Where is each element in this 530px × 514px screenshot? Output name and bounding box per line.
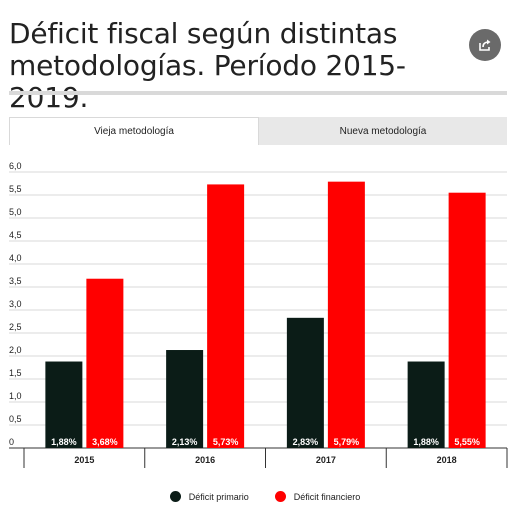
tab-vieja-metodologia[interactable]: Vieja metodología <box>9 117 259 145</box>
title-divider <box>9 91 507 95</box>
y-tick-label: 6,0 <box>9 161 22 171</box>
bar-deficit-financiero <box>327 181 365 448</box>
bar-data-label: 2,13% <box>172 437 198 447</box>
y-tick-label: 3,0 <box>9 299 22 309</box>
y-tick-label: 1,5 <box>9 368 22 378</box>
x-tick-label: 2016 <box>195 455 215 465</box>
bar-deficit-primario <box>166 350 204 448</box>
legend-item-financiero[interactable]: Déficit financiero <box>274 491 361 502</box>
legend: Déficit primario Déficit financiero <box>0 491 530 502</box>
page-title: Déficit fiscal según distintas metodolog… <box>9 17 406 114</box>
share-icon <box>479 39 491 51</box>
y-tick-label: 2,5 <box>9 322 22 332</box>
bar-data-label: 3,68% <box>92 437 118 447</box>
bar-deficit-financiero <box>207 184 245 449</box>
bar-deficit-primario <box>286 317 324 448</box>
tab-bar: Vieja metodología Nueva metodología <box>9 117 507 145</box>
y-tick-label: 4,0 <box>9 253 22 263</box>
bar-data-label: 5,73% <box>213 437 239 447</box>
y-tick-label: 5,0 <box>9 207 22 217</box>
bar-deficit-financiero <box>86 278 124 448</box>
bar-deficit-primario <box>407 361 445 448</box>
y-tick-label: 5,5 <box>9 184 22 194</box>
share-button[interactable] <box>469 29 501 61</box>
bar-chart: 0 0,5 1,0 1,5 2,0 2,5 3,0 3,5 4,0 4,5 5,0 5,5 6,0 1,8… <box>9 161 508 468</box>
bar-deficit-financiero <box>448 192 486 448</box>
legend-marker-financiero <box>274 491 286 502</box>
x-tick-label: 2018 <box>437 455 457 465</box>
bar-data-label: 2,83% <box>293 437 319 447</box>
bar-data-label: 1,88% <box>413 437 439 447</box>
y-tick-label: 0 <box>9 437 14 447</box>
bar-data-label: 5,79% <box>334 437 360 447</box>
x-tick-label: 2015 <box>74 455 94 465</box>
y-tick-label: 3,5 <box>9 276 22 286</box>
y-tick-label: 4,5 <box>9 230 22 240</box>
y-tick-label: 0,5 <box>9 414 22 424</box>
legend-label-financiero: Déficit financiero <box>293 491 361 502</box>
bar-data-label: 1,88% <box>51 437 77 447</box>
legend-marker-primario <box>169 491 181 502</box>
bar-data-label: 5,55% <box>454 437 480 447</box>
x-tick-label: 2017 <box>316 455 336 465</box>
y-tick-label: 2,0 <box>9 345 22 355</box>
tab-nueva-metodologia[interactable]: Nueva metodología <box>259 117 507 145</box>
legend-item-primario[interactable]: Déficit primario <box>169 491 249 502</box>
legend-label-primario: Déficit primario <box>188 491 249 502</box>
bar-deficit-primario <box>45 361 83 448</box>
y-tick-label: 1,0 <box>9 391 22 401</box>
